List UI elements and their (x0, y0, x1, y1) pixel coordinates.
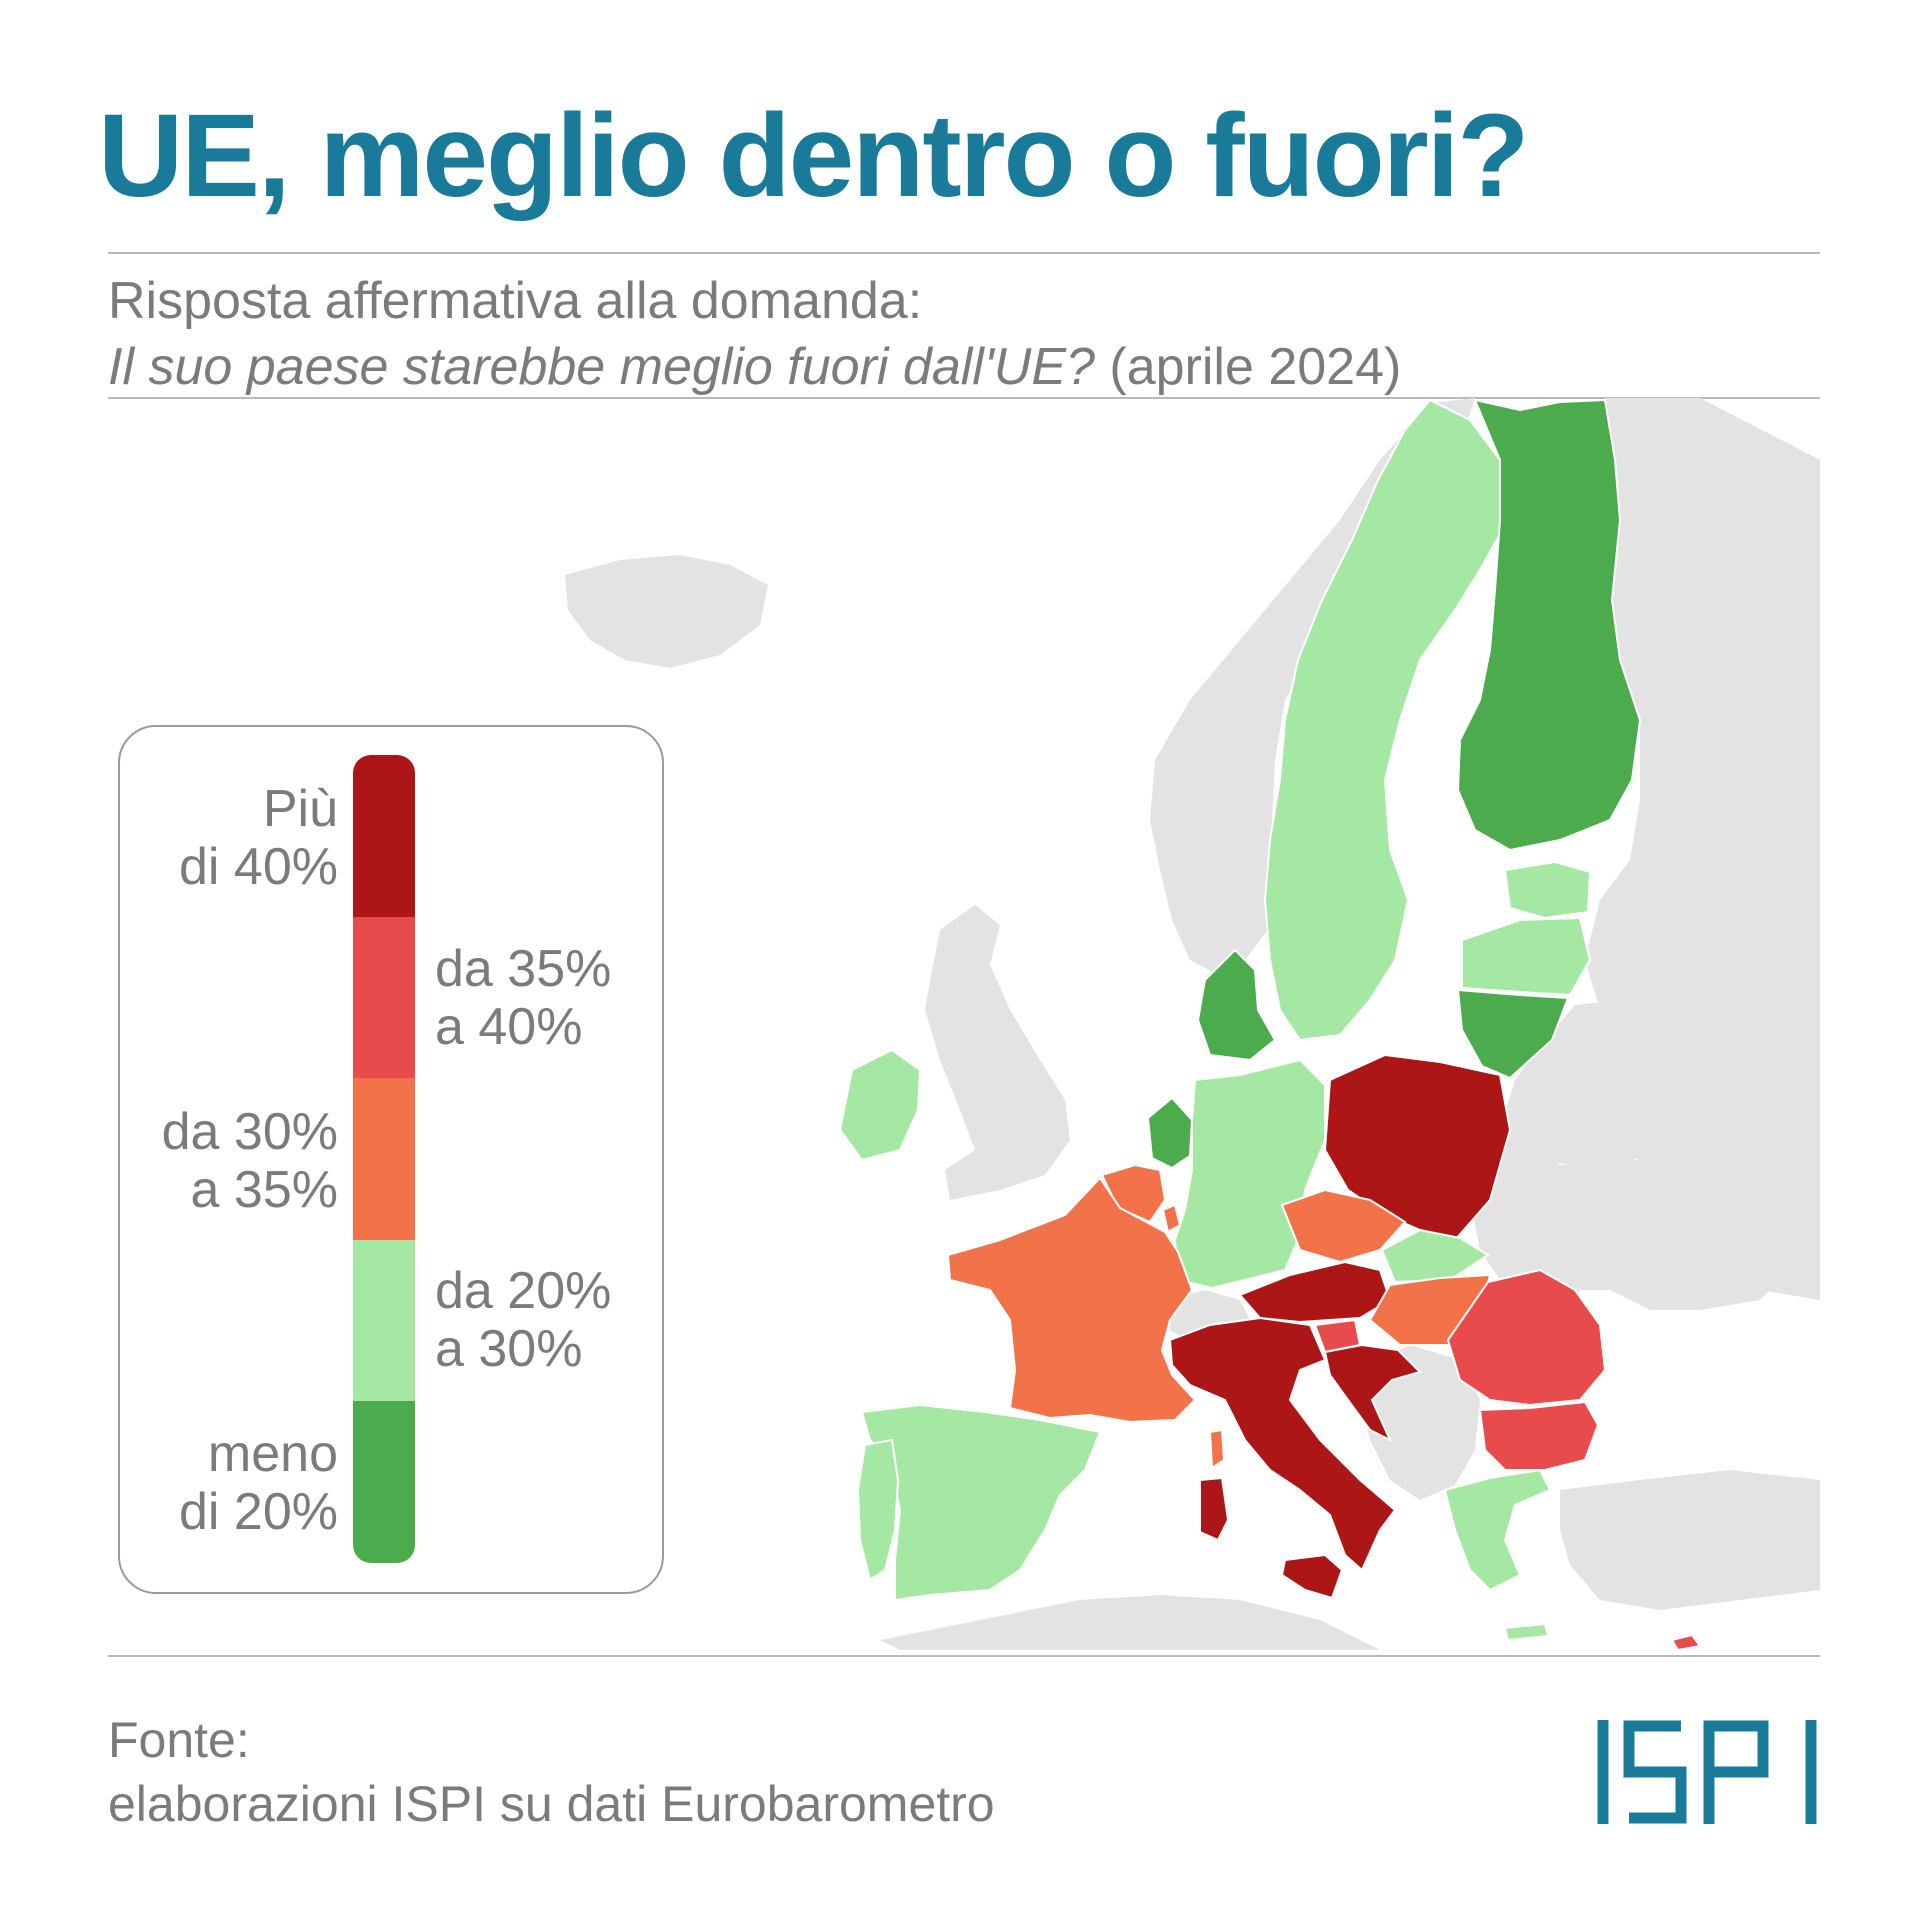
country-portugal (856, 1438, 900, 1582)
footer-divider (108, 1655, 1820, 1657)
legend-label-20-30: da 20% a 30% (435, 1262, 612, 1378)
country-uk (925, 905, 1070, 1200)
country-slovakia (1380, 1228, 1490, 1284)
country-poland (1323, 1053, 1512, 1242)
legend-label-over-40: Più di 40% (179, 780, 338, 896)
ispi-logo (1597, 1720, 1817, 1824)
country-croatia (1323, 1343, 1422, 1443)
country-corsica (1208, 1428, 1226, 1470)
country-denmark (1196, 948, 1277, 1062)
country-bulgaria (1478, 1400, 1600, 1471)
survey-date: (aprile 2024) (1109, 338, 1402, 396)
legend-label-30-35: da 30% a 35% (161, 1103, 338, 1219)
country-greece (1443, 1468, 1552, 1592)
legend-swatch-20-30 (353, 1239, 415, 1402)
survey-question: Il suo paese starebbe meglio fuori dall'… (108, 338, 1095, 396)
country-italy (1168, 1316, 1397, 1572)
country-spain (860, 1403, 1102, 1602)
page-title: UE, meglio dentro o fuori? (98, 90, 1530, 222)
country-sweden (1263, 398, 1510, 1042)
country-germany (1173, 1058, 1326, 1290)
country-luxembourg (1161, 1203, 1182, 1234)
country-lithuania (1456, 988, 1570, 1080)
country-cyprus (1670, 1633, 1702, 1652)
country-netherlands (1146, 1096, 1194, 1170)
source-note: Fonte: elaborazioni ISPI su dati Eurobar… (108, 1708, 995, 1836)
country-ukraine (1470, 1130, 1790, 1310)
legend-label-under-20: meno di 20% (179, 1425, 338, 1541)
country-france (946, 1176, 1197, 1424)
subtitle: Risposta affermativa alla domanda: Il su… (108, 268, 1401, 400)
country-north-africa (880, 1595, 1380, 1650)
source-label: Fonte: (108, 1712, 250, 1768)
top-divider (108, 252, 1820, 254)
country-iceland (565, 555, 768, 668)
subtitle-question-line: Il suo paese starebbe meglio fuori dall'… (108, 334, 1401, 400)
eu-countries (838, 398, 1702, 1652)
subtitle-divider (108, 397, 1820, 399)
source-text: elaborazioni ISPI su dati Eurobarometro (108, 1776, 995, 1832)
legend-swatch-30-35 (353, 1078, 415, 1240)
country-sardinia (1199, 1476, 1230, 1542)
legend-swatch-35-40 (353, 916, 415, 1079)
legend-swatch-over-40 (353, 755, 415, 917)
legend-swatch-under-20 (353, 1401, 415, 1563)
legend-label-35-40: da 35% a 40% (435, 940, 612, 1056)
country-czechia (1280, 1188, 1407, 1264)
country-ireland (838, 1048, 922, 1162)
country-latvia (1461, 916, 1592, 997)
country-crete (1503, 1622, 1550, 1642)
subtitle-line: Risposta affermativa alla domanda: (108, 272, 923, 330)
country-estonia (1503, 860, 1592, 920)
country-romania (1446, 1268, 1607, 1407)
country-finland (1456, 398, 1642, 852)
non-eu-land (565, 398, 1820, 1650)
country-sicily (1280, 1553, 1344, 1600)
country-turkey (1560, 1470, 1820, 1610)
legend-color-bar (353, 755, 415, 1563)
